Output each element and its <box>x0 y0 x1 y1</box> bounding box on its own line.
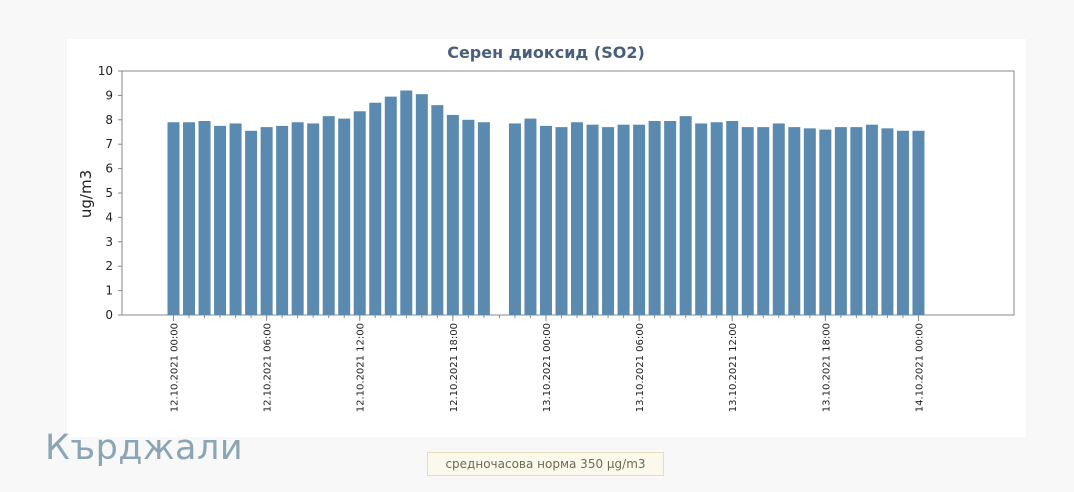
y-tick-label: 9 <box>105 88 113 102</box>
bar <box>400 90 413 315</box>
bar <box>648 121 661 316</box>
bar <box>865 124 878 316</box>
bar <box>679 116 692 315</box>
bar <box>726 121 739 316</box>
bar <box>462 119 475 315</box>
bar <box>788 127 801 316</box>
bar <box>617 124 630 316</box>
station-city-name: Кърджали <box>45 428 244 468</box>
bar <box>633 124 646 316</box>
bar <box>881 128 894 315</box>
bar <box>214 125 227 316</box>
x-tick-label: 12.10.2021 00:00 <box>170 323 181 412</box>
bar <box>446 114 459 315</box>
bar <box>415 94 428 316</box>
bar <box>741 127 754 316</box>
bar <box>369 102 382 315</box>
bar <box>307 123 320 316</box>
bar <box>850 127 863 316</box>
x-tick-label: 12.10.2021 06:00 <box>263 323 274 412</box>
bar <box>912 130 925 315</box>
y-tick-label: 4 <box>105 210 113 224</box>
y-tick-label: 2 <box>105 259 113 273</box>
bar <box>710 122 723 316</box>
bar <box>896 130 909 315</box>
y-tick-label: 1 <box>105 284 113 298</box>
bar <box>477 122 490 316</box>
bar <box>819 129 832 315</box>
bar <box>322 116 335 315</box>
bar <box>602 127 615 316</box>
bar <box>276 125 289 316</box>
bar <box>245 130 258 315</box>
bar <box>695 123 708 316</box>
y-tick-label: 0 <box>105 308 113 322</box>
so2-bar-chart: Серен диоксид (SO2) ug/m3 0 1 2 3 4 5 6 7 8 9 10 1… <box>77 43 1015 412</box>
x-tick-label: 12.10.2021 12:00 <box>356 323 367 412</box>
y-tick-label: 10 <box>98 64 113 78</box>
chart-title: Серен диоксид (SO2) <box>447 43 645 62</box>
y-tick-label: 3 <box>105 235 113 249</box>
bar <box>772 123 785 316</box>
bar <box>757 127 770 316</box>
bar <box>167 122 180 316</box>
x-tick-label: 13.10.2021 12:00 <box>728 323 739 412</box>
y-tick-label: 6 <box>105 162 113 176</box>
chart-panel: Серен диоксид (SO2) ug/m3 0 1 2 3 4 5 6 7 8 9 10 1… <box>67 39 1026 437</box>
y-axis-ticks: 0 1 2 3 4 5 6 7 8 9 10 <box>98 64 122 322</box>
x-tick-label: 12.10.2021 18:00 <box>449 323 460 412</box>
bar <box>586 124 599 316</box>
x-tick-label: 13.10.2021 18:00 <box>821 323 832 412</box>
bar-series <box>167 90 925 316</box>
x-tick-label: 14.10.2021 00:00 <box>914 323 925 412</box>
bar <box>291 122 304 316</box>
bar <box>183 122 196 316</box>
bar <box>431 105 444 315</box>
bar <box>338 118 351 315</box>
y-tick-label: 7 <box>105 137 113 151</box>
y-tick-label: 8 <box>105 113 113 127</box>
bar <box>834 127 847 316</box>
bar <box>508 123 521 316</box>
x-tick-label: 13.10.2021 00:00 <box>542 323 553 412</box>
bar <box>353 111 366 315</box>
bar <box>524 118 537 315</box>
bar <box>229 123 242 316</box>
bar <box>198 121 211 316</box>
x-axis-ticks: 12.10.2021 00:00 12.10.2021 06:00 12.10.20… <box>170 315 925 412</box>
bar <box>803 128 816 315</box>
bar <box>260 127 273 316</box>
bar <box>539 125 552 316</box>
y-tick-label: 5 <box>105 186 113 200</box>
bar <box>664 121 677 316</box>
bar <box>555 127 568 316</box>
hourly-norm-badge: средночасова норма 350 µg/m3 <box>427 452 664 476</box>
y-axis-label: ug/m3 <box>77 170 95 218</box>
bar <box>571 122 584 316</box>
bar <box>384 96 397 315</box>
x-tick-label: 13.10.2021 06:00 <box>635 323 646 412</box>
